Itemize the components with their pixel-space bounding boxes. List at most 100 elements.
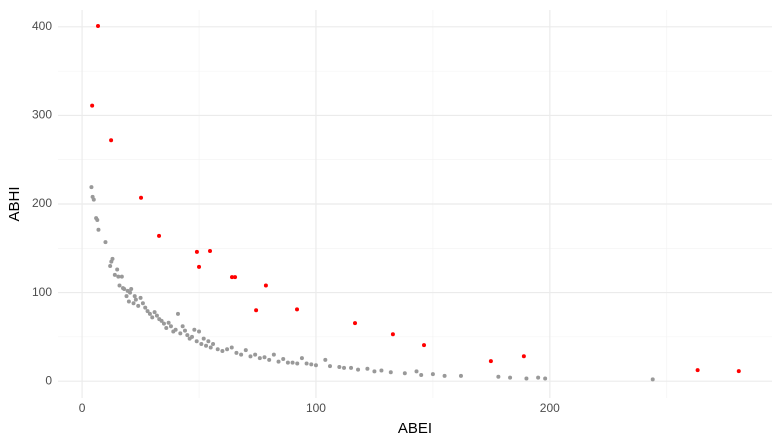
point <box>139 195 144 200</box>
point <box>220 349 225 354</box>
point <box>126 299 131 304</box>
point <box>304 361 309 366</box>
point <box>365 366 370 371</box>
point <box>229 345 234 350</box>
point <box>248 354 253 359</box>
point <box>508 375 513 380</box>
point <box>349 365 354 370</box>
point <box>178 331 183 336</box>
point <box>215 347 220 352</box>
point <box>458 373 463 378</box>
point <box>180 324 185 329</box>
point <box>175 311 180 316</box>
point <box>208 345 213 350</box>
x-tick-label: 100 <box>306 401 326 415</box>
point <box>276 359 281 364</box>
x-axis-title: ABEI <box>398 420 432 437</box>
point <box>168 324 173 329</box>
point <box>233 275 238 280</box>
point <box>122 287 127 292</box>
point <box>299 356 304 361</box>
point <box>543 376 548 381</box>
point <box>152 310 157 315</box>
point <box>190 334 195 339</box>
point <box>496 374 501 379</box>
point <box>263 283 268 288</box>
point <box>116 274 121 279</box>
point <box>372 369 377 374</box>
point <box>388 370 393 375</box>
point <box>201 336 206 341</box>
point <box>140 301 145 306</box>
point <box>225 347 230 352</box>
point <box>129 287 134 292</box>
point <box>337 364 342 369</box>
point <box>323 357 328 362</box>
point <box>115 267 120 272</box>
point <box>281 357 286 362</box>
point <box>143 305 148 310</box>
point <box>521 354 526 359</box>
point <box>430 372 435 377</box>
point <box>103 240 108 245</box>
point <box>150 315 155 320</box>
y-tick-label: 300 <box>32 108 52 122</box>
point <box>327 364 332 369</box>
point <box>229 275 234 280</box>
point <box>136 303 141 308</box>
point <box>419 372 424 377</box>
point <box>197 264 202 269</box>
point <box>182 328 187 333</box>
point <box>342 365 347 370</box>
point <box>89 185 94 190</box>
point <box>356 367 361 372</box>
point <box>108 264 113 269</box>
point <box>194 249 199 254</box>
point <box>208 248 213 253</box>
point <box>159 318 164 323</box>
point <box>285 360 290 365</box>
point <box>253 352 258 357</box>
point <box>95 23 100 28</box>
point <box>147 311 152 316</box>
point <box>390 332 395 337</box>
y-axis-title: ABHI <box>6 186 23 221</box>
point <box>353 321 358 326</box>
point <box>112 272 117 277</box>
point <box>110 256 115 261</box>
point <box>154 313 159 318</box>
point <box>166 320 171 325</box>
point <box>145 309 150 314</box>
point <box>243 348 248 353</box>
point <box>157 233 162 238</box>
point <box>379 368 384 373</box>
point <box>422 343 427 348</box>
y-tick-label: 100 <box>32 285 52 299</box>
point <box>185 333 190 338</box>
point <box>161 321 166 326</box>
point <box>524 376 529 381</box>
point <box>173 327 178 332</box>
point <box>197 329 202 334</box>
point <box>124 294 129 299</box>
y-tick-label: 0 <box>45 373 52 387</box>
point <box>414 369 419 374</box>
x-tick-label: 200 <box>540 401 560 415</box>
point <box>695 368 700 373</box>
point <box>442 373 447 378</box>
point <box>736 369 741 374</box>
point <box>536 375 541 380</box>
point <box>211 341 216 346</box>
point <box>133 297 138 302</box>
point <box>131 301 136 306</box>
point <box>313 363 318 368</box>
point <box>295 307 300 312</box>
point <box>199 341 204 346</box>
point <box>309 362 314 367</box>
point <box>234 350 239 355</box>
point <box>138 295 143 300</box>
point <box>91 197 96 202</box>
point <box>192 327 197 332</box>
